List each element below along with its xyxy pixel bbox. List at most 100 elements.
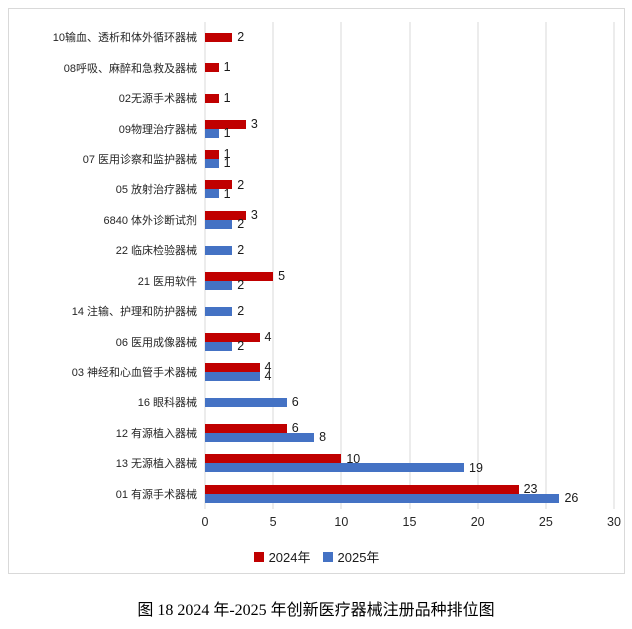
plot-area <box>204 22 615 509</box>
legend-label: 2025年 <box>337 550 380 565</box>
bar-2025年 <box>205 463 465 473</box>
bar-2024年 <box>205 332 260 342</box>
value-label: 4 <box>264 329 272 344</box>
value-label: 3 <box>250 116 258 131</box>
bar-2024年 <box>205 63 219 73</box>
category-row: 22 临床检验器械 2 <box>9 235 614 265</box>
bar-2025年 <box>205 158 219 168</box>
gridline-20 <box>477 22 479 509</box>
bar-line: 8 <box>205 431 614 443</box>
category-label: 21 医用软件 <box>137 275 197 288</box>
bar-group: 10 19 <box>205 448 614 478</box>
value-label: 1 <box>223 186 231 201</box>
category-label: 10输血、透析和体外循环器械 <box>52 32 197 45</box>
value-label: 2 <box>237 338 245 353</box>
category-row: 06 医用成像器械 4 2 <box>9 326 614 356</box>
value-label: 2 <box>237 177 245 192</box>
bar-line: 23 <box>205 482 614 497</box>
bar-group: 2 <box>205 22 614 52</box>
category-row: 01 有源手术器械 23 26 <box>9 479 614 509</box>
bar-line: 4 <box>205 329 614 344</box>
bar-2025年 <box>205 397 287 407</box>
bar-line: 1 <box>205 125 614 140</box>
category-row: 12 有源植入器械 6 8 <box>9 418 614 448</box>
category-row: 02无源手术器械 1 <box>9 83 614 113</box>
bar-group: 2 <box>205 296 614 326</box>
category-label: 02无源手术器械 <box>118 93 197 106</box>
bar-line: 4 <box>205 369 614 384</box>
bar-2025年 <box>205 219 233 229</box>
category-label: 07 医用诊察和监护器械 <box>82 153 197 166</box>
bar-2025年 <box>205 280 233 290</box>
bar-2024年 <box>205 271 274 281</box>
bar-line: 4 <box>205 360 614 375</box>
bar-rows: 10输血、透析和体外循环器械 2 08呼吸、麻醉和急救及器械 1 02无源手术器械 1 09… <box>9 22 614 509</box>
category-label: 05 放射治疗器械 <box>115 184 197 197</box>
bar-2024年 <box>205 423 287 433</box>
category-row: 05 放射治疗器械 2 1 <box>9 174 614 204</box>
value-label: 23 <box>523 482 538 497</box>
category-label: 16 眼科器械 <box>137 397 197 410</box>
bar-line: 2 <box>205 217 614 232</box>
x-tick-label: 20 <box>470 515 485 529</box>
category-row: 16 眼科器械 6 <box>9 387 614 417</box>
category-row: 03 神经和心血管手术器械 4 4 <box>9 357 614 387</box>
bar-2024年 <box>205 454 342 464</box>
bar-line: 19 <box>205 460 614 475</box>
bar-2025年 <box>205 372 260 382</box>
value-label: 4 <box>264 369 272 384</box>
category-label: 09物理治疗器械 <box>118 123 197 136</box>
value-label: 1 <box>223 90 231 105</box>
bar-group: 1 <box>205 52 614 82</box>
value-label: 1 <box>223 147 231 162</box>
bar-2024年 <box>205 180 233 190</box>
gridline-10 <box>340 22 342 509</box>
bar-line: 5 <box>205 270 614 282</box>
value-label: 1 <box>223 125 231 140</box>
x-tick-label: 5 <box>269 515 277 529</box>
bar-line: 3 <box>205 208 614 223</box>
bar-line: 6 <box>205 422 614 434</box>
bar-line: 2 <box>205 338 614 353</box>
value-label: 6 <box>291 395 299 410</box>
bar-2025年 <box>205 432 315 442</box>
category-row: 6840 体外诊断试剂 3 2 <box>9 205 614 235</box>
value-label: 10 <box>346 451 361 466</box>
gridline-5 <box>272 22 274 509</box>
legend-item: 2024年 <box>253 547 311 566</box>
category-label: 06 医用成像器械 <box>115 336 197 349</box>
category-label: 14 注输、护理和防护器械 <box>71 306 197 319</box>
bar-line: 26 <box>205 492 614 504</box>
gridline-0 <box>204 22 206 509</box>
bar-line: 2 <box>205 177 614 192</box>
bar-2024年 <box>205 149 219 159</box>
bar-line: 1 <box>205 186 614 201</box>
value-label: 3 <box>250 208 258 223</box>
value-label: 4 <box>264 360 272 375</box>
category-row: 08呼吸、麻醉和急救及器械 1 <box>9 52 614 82</box>
legend-label: 2024年 <box>268 550 311 565</box>
bar-line: 6 <box>205 395 614 410</box>
category-label: 22 临床检验器械 <box>115 245 197 258</box>
category-row: 07 医用诊察和监护器械 1 1 <box>9 144 614 174</box>
value-label: 19 <box>469 460 483 475</box>
category-label: 6840 体外诊断试剂 <box>103 214 197 227</box>
gridline-15 <box>409 22 410 509</box>
value-label: 2 <box>237 243 245 258</box>
category-label: 13 无源植入器械 <box>115 458 197 471</box>
value-label: 2 <box>237 217 245 232</box>
bar-group: 1 <box>205 83 614 113</box>
chart-frame: 10输血、透析和体外循环器械 2 08呼吸、麻醉和急救及器械 1 02无源手术器械 1 09… <box>8 8 625 574</box>
value-label: 1 <box>223 156 231 171</box>
bar-2024年 <box>205 93 219 103</box>
bar-line: 2 <box>205 31 614 43</box>
bar-2024年 <box>205 32 233 42</box>
bar-line: 2 <box>205 243 614 258</box>
x-tick-label: 0 <box>201 515 209 529</box>
x-tick-label: 15 <box>402 515 417 529</box>
gridline-30 <box>613 22 615 509</box>
